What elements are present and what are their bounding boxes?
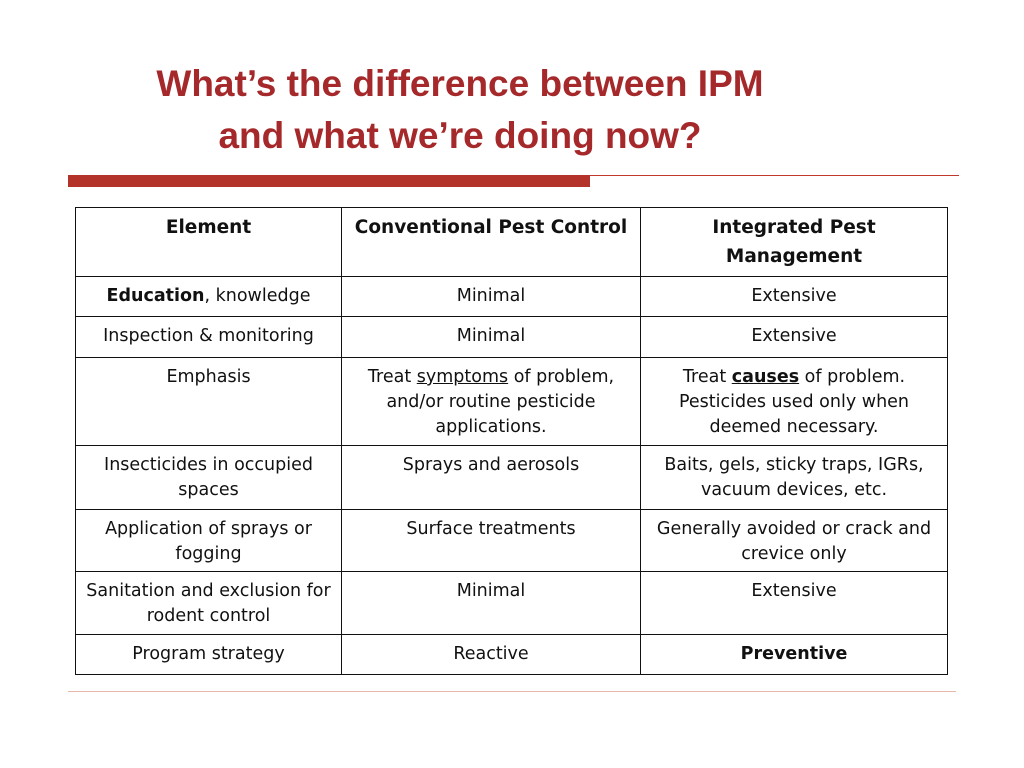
table-row: Inspection & monitoring Minimal Extensiv…	[75, 316, 948, 358]
header-ipm: Integrated Pest Management	[640, 207, 948, 277]
cell-conventional: Treat symptoms of problem, and/or routin…	[341, 357, 641, 446]
cell-element: Insecticides in occupied spaces	[75, 445, 342, 510]
cell-ipm-pre: Treat	[682, 367, 732, 387]
cell-element: Application of sprays or fogging	[75, 509, 342, 572]
cell-ipm-post: of problem. Pesticides used only when de…	[678, 367, 910, 437]
slide-title-line-1: What’s the difference between IPM	[156, 63, 764, 104]
cell-ipm: Preventive	[640, 634, 948, 675]
cell-conventional: Surface treatments	[341, 509, 641, 572]
cell-ipm: Extensive	[640, 571, 948, 635]
title-thin-rule	[590, 175, 959, 176]
cell-conventional: Minimal	[341, 316, 641, 358]
cell-element: Education, knowledge	[75, 276, 342, 317]
cell-element-rest: , knowledge	[204, 286, 311, 306]
cell-ipm-underline-bold: causes	[731, 367, 800, 387]
cell-conventional-underline: symptoms	[416, 367, 509, 387]
table-row: Emphasis Treat symptoms of problem, and/…	[75, 357, 948, 446]
cell-element: Emphasis	[75, 357, 342, 446]
cell-element: Inspection & monitoring	[75, 316, 342, 358]
footer-rule	[68, 691, 956, 692]
cell-element: Sanitation and exclusion for rodent cont…	[75, 571, 342, 635]
table-row: Program strategy Reactive Preventive	[75, 634, 948, 675]
cell-conventional: Minimal	[341, 571, 641, 635]
cell-ipm: Baits, gels, sticky traps, IGRs, vacuum …	[640, 445, 948, 510]
cell-ipm: Extensive	[640, 276, 948, 317]
cell-element-bold: Education	[106, 286, 205, 306]
slide-title: What’s the difference between IPM and wh…	[0, 58, 920, 162]
table-row: Insecticides in occupied spaces Sprays a…	[75, 445, 948, 510]
comparison-table: Element Conventional Pest Control Integr…	[75, 207, 948, 675]
table-row: Sanitation and exclusion for rodent cont…	[75, 571, 948, 635]
header-element: Element	[75, 207, 342, 277]
cell-element: Program strategy	[75, 634, 342, 675]
slide-title-line-2: and what we’re doing now?	[218, 115, 702, 156]
cell-conventional: Sprays and aerosols	[341, 445, 641, 510]
cell-ipm: Extensive	[640, 316, 948, 358]
cell-ipm: Treat causes of problem. Pesticides used…	[640, 357, 948, 446]
title-accent-rule	[68, 175, 590, 187]
cell-conventional: Minimal	[341, 276, 641, 317]
cell-conventional-post: of problem, and/or routine pesticide app…	[386, 367, 615, 437]
table-header-row: Element Conventional Pest Control Integr…	[75, 207, 948, 277]
cell-ipm: Generally avoided or crack and crevice o…	[640, 509, 948, 572]
table-row: Education, knowledge Minimal Extensive	[75, 276, 948, 317]
table-row: Application of sprays or fogging Surface…	[75, 509, 948, 572]
cell-conventional-pre: Treat	[367, 367, 417, 387]
cell-conventional: Reactive	[341, 634, 641, 675]
header-conventional: Conventional Pest Control	[341, 207, 641, 277]
